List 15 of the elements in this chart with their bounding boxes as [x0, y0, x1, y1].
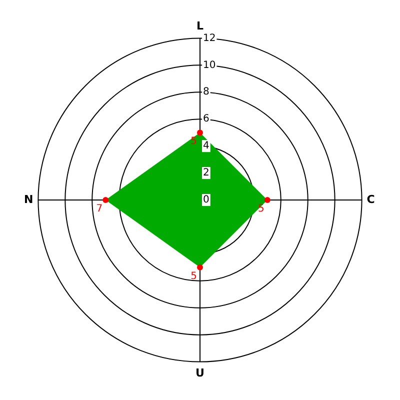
y-tick-label: 0: [203, 194, 210, 206]
y-tick-label: 12: [203, 32, 216, 44]
data-label: 7: [96, 204, 103, 215]
spoke-label: L: [196, 19, 204, 32]
data-label: 5: [258, 204, 264, 215]
data-label: 5: [190, 271, 197, 282]
y-tick-label: 8: [203, 86, 210, 98]
spoke-label: C: [366, 192, 375, 206]
y-tick-label: 10: [203, 60, 216, 71]
y-tick-label: 6: [203, 114, 210, 125]
spoke-label: U: [196, 366, 204, 380]
spoke-label: N: [24, 192, 34, 206]
y-tick-label: 2: [203, 168, 210, 179]
data-label: 5: [190, 136, 197, 148]
y-tick-label: 4: [203, 140, 210, 152]
